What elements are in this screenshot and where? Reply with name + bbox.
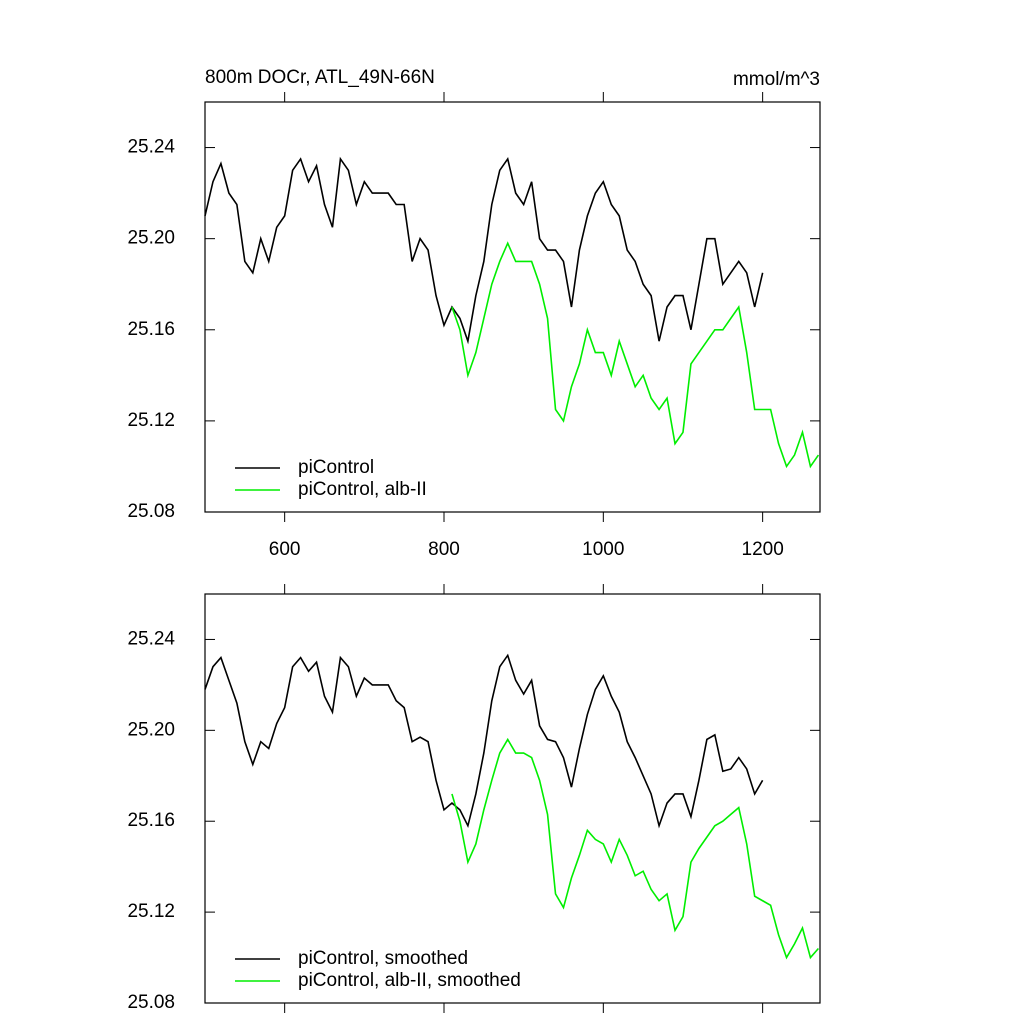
y-tick-label: 25.24 — [127, 628, 175, 649]
legend-label: piControl, alb-II — [298, 479, 427, 500]
y-tick-label: 25.20 — [127, 228, 175, 249]
y-tick-label: 25.24 — [127, 137, 175, 158]
y-tick-label: 25.20 — [127, 719, 175, 740]
y-tick-label: 25.16 — [127, 319, 175, 340]
chart-title: 800m DOCr, ATL_49N-66N — [205, 67, 435, 88]
x-tick-label: 1200 — [742, 539, 784, 560]
legend-label: piControl, alb-II, smoothed — [298, 970, 521, 991]
series-line — [451, 737, 820, 960]
y-tick-label: 25.12 — [127, 410, 175, 431]
units-label: mmol/m^3 — [733, 69, 820, 90]
x-tick-label: 600 — [269, 539, 301, 560]
series-line — [204, 156, 764, 345]
y-tick-label: 25.16 — [127, 810, 175, 831]
x-tick-label: 800 — [428, 539, 460, 560]
y-tick-label: 25.08 — [127, 501, 175, 522]
y-tick-label: 25.12 — [127, 901, 175, 922]
x-tick-label: 1000 — [582, 539, 624, 560]
legend-label: piControl — [298, 457, 374, 478]
y-tick-label: 25.08 — [127, 992, 175, 1013]
series-line — [204, 653, 764, 829]
plot-frame — [204, 593, 821, 1004]
series-line — [451, 241, 820, 469]
legend-label: piControl, smoothed — [298, 948, 468, 969]
plot-frame — [204, 101, 821, 513]
